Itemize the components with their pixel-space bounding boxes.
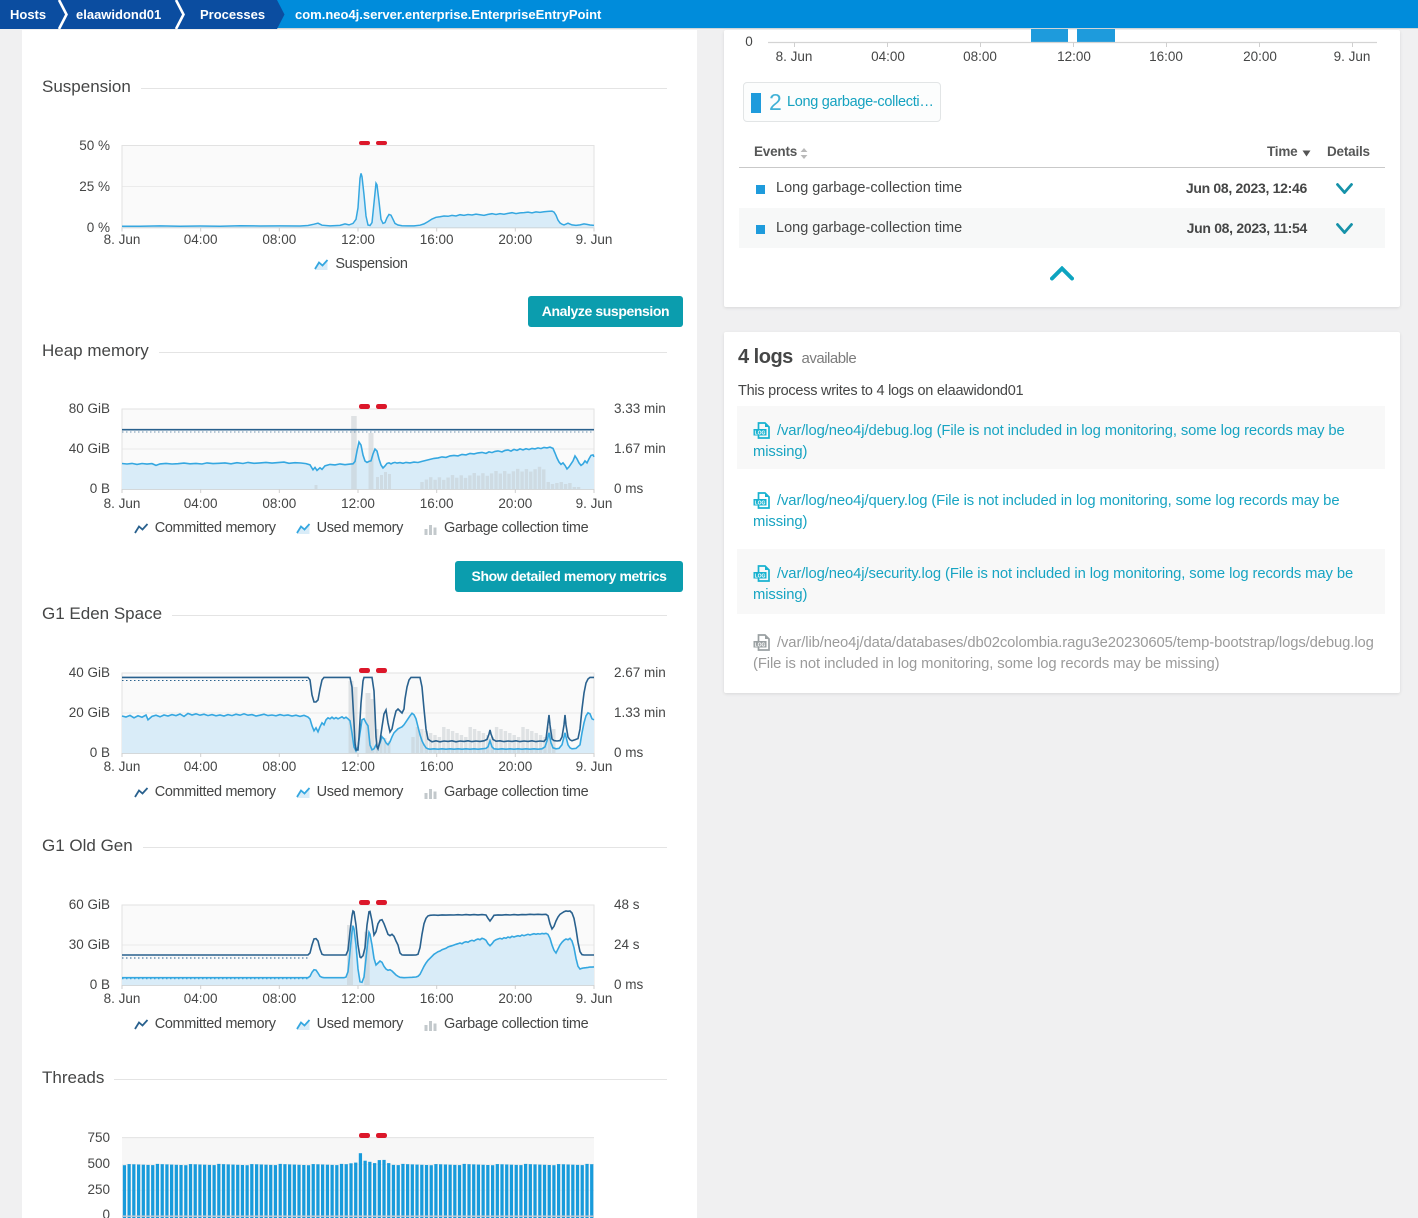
svg-text:elaawidond01: elaawidond01 (76, 7, 161, 22)
svg-text:LOG: LOG (755, 500, 766, 506)
svg-text:Hosts: Hosts (10, 7, 46, 22)
svg-text:LOG: LOG (755, 430, 766, 436)
svg-text:LOG: LOG (755, 573, 766, 579)
svg-text:LOG: LOG (755, 642, 766, 648)
svg-text:Processes: Processes (200, 7, 265, 22)
